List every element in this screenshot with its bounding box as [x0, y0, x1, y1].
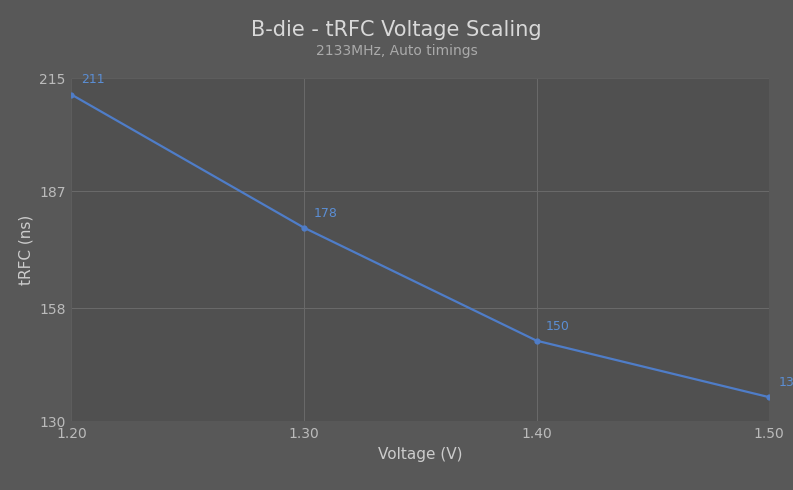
- Text: 211: 211: [81, 74, 105, 86]
- Point: [763, 393, 776, 401]
- Point: [531, 337, 543, 344]
- Text: 2133MHz, Auto timings: 2133MHz, Auto timings: [316, 45, 477, 58]
- Text: 178: 178: [313, 207, 337, 220]
- Text: 150: 150: [546, 319, 570, 333]
- Text: 136: 136: [779, 376, 793, 389]
- X-axis label: Voltage (V): Voltage (V): [378, 446, 462, 462]
- Point: [297, 224, 310, 232]
- Y-axis label: tRFC (ns): tRFC (ns): [19, 215, 34, 285]
- Text: B-die - tRFC Voltage Scaling: B-die - tRFC Voltage Scaling: [251, 20, 542, 40]
- Point: [65, 91, 78, 98]
